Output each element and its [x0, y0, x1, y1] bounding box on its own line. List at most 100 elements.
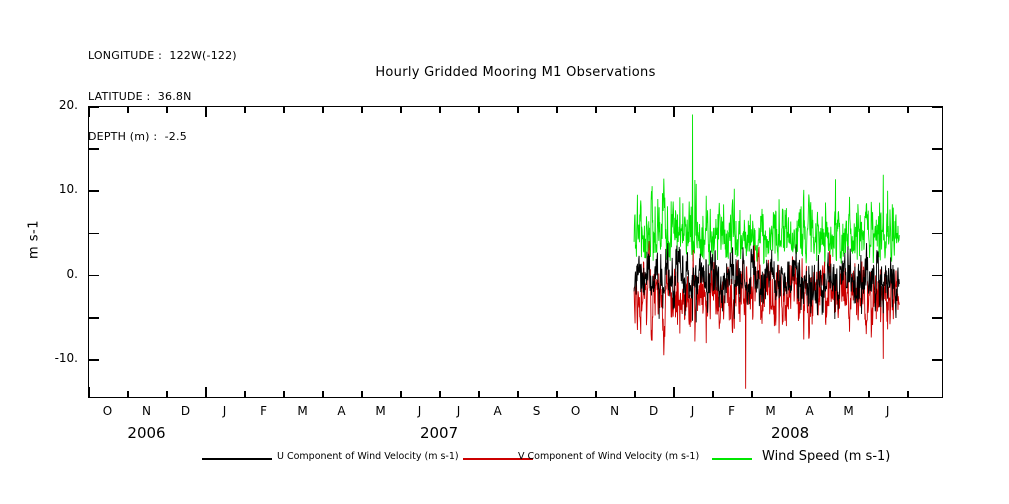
x-axis-month-label: J [456, 404, 461, 418]
x-axis-month-label: J [222, 404, 227, 418]
x-axis-tick [517, 106, 519, 113]
x-axis-tick [712, 106, 714, 113]
y-axis-label: 10. [58, 182, 78, 197]
x-axis-year-label: 2006 [127, 424, 166, 442]
x-axis-month-label: N [610, 404, 620, 418]
x-axis-month-label: O [102, 404, 113, 418]
x-axis-tick [751, 391, 753, 398]
x-axis-tick [790, 391, 792, 398]
x-axis-month-label: S [532, 404, 541, 418]
x-axis-tick [166, 106, 168, 113]
y-axis-tick [932, 274, 943, 277]
x-axis-month-label: O [570, 404, 581, 418]
y-axis-label: 20. [58, 98, 78, 112]
x-axis-month-label: J [690, 404, 695, 418]
x-axis-tick [556, 391, 558, 398]
x-axis-month-label: A [493, 404, 502, 418]
x-axis-tick [556, 106, 558, 113]
x-axis-month-label: A [805, 404, 814, 418]
y-axis-minor-tick [88, 148, 99, 150]
x-axis-month-label: F [260, 404, 267, 418]
chart-title: Hourly Gridded Mooring M1 Observations [375, 65, 656, 80]
x-axis-tick [634, 391, 636, 398]
x-axis-month-label: M [765, 404, 776, 418]
x-axis-tick [673, 387, 675, 398]
x-axis-tick [517, 391, 519, 398]
y-axis-tick [932, 190, 943, 192]
x-axis-tick [595, 391, 597, 398]
x-axis-year-label: 2007 [419, 424, 459, 442]
y-axis-minor-tick [88, 316, 99, 319]
x-axis-month-label: M [843, 404, 854, 418]
x-axis-month-label: M [297, 404, 308, 418]
legend-label-1: U Component of Wind Velocity (m s-1) [277, 451, 459, 462]
x-axis-tick [127, 391, 129, 398]
x-axis-tick [868, 106, 870, 113]
x-axis-tick [595, 106, 597, 113]
y-axis-tick [88, 274, 99, 277]
x-axis-tick [868, 391, 870, 398]
y-axis-minor-tick [932, 232, 943, 235]
x-axis-tick [829, 391, 831, 398]
x-axis-tick [829, 106, 831, 113]
x-axis-month-label: D [180, 404, 191, 418]
series-wind-speed [633, 114, 900, 267]
y-axis-tick [88, 106, 99, 108]
x-axis-tick [907, 391, 909, 398]
x-axis-tick [244, 391, 246, 398]
x-axis-month-label: J [885, 404, 890, 418]
x-axis-month-label: F [728, 404, 736, 418]
y-axis-tick [932, 359, 943, 361]
x-axis-tick [400, 106, 402, 113]
y-axis-tick [88, 359, 99, 361]
y-axis-label: -10. [54, 351, 78, 366]
x-axis-tick [907, 106, 909, 113]
station-metadata: LONGITUDE : 122W(-122) LATITUDE : 36.8N … [88, 22, 237, 171]
y-axis-tick [88, 190, 99, 192]
x-axis-tick [478, 106, 480, 113]
x-axis-tick [673, 106, 675, 117]
series-plot-area [633, 114, 900, 389]
legend-label-2: V Component of Wind Velocity (m s-1) [518, 451, 700, 462]
x-axis-month-label: N [142, 404, 151, 418]
x-axis-month-label: D [648, 404, 659, 418]
x-axis-tick [88, 387, 90, 398]
x-axis-tick [634, 106, 636, 113]
x-axis-month-label: J [417, 404, 422, 418]
x-axis-tick [751, 106, 753, 113]
x-axis-month-label: M [375, 404, 386, 418]
series-u-component [633, 243, 900, 323]
x-axis-tick [127, 106, 129, 113]
x-axis-tick [712, 391, 714, 398]
x-axis-tick [244, 106, 246, 113]
legend-line-2 [463, 458, 533, 460]
chart-legend: U Component of Wind Velocity (m s-1) V Co… [0, 448, 1009, 472]
legend-label-3: Wind Speed (m s-1) [762, 449, 891, 464]
x-axis-tick [205, 106, 207, 117]
x-axis-tick [400, 391, 402, 398]
legend-line-3 [712, 458, 752, 460]
x-axis-tick [205, 387, 207, 398]
x-axis-tick [322, 106, 324, 113]
y-axis-label: 0. [66, 266, 78, 281]
x-axis-tick [478, 391, 480, 398]
metadata-latitude: LATITUDE : 36.8N [88, 89, 192, 103]
metadata-longitude: LONGITUDE : 122W(-122) [88, 49, 237, 62]
y-axis-tick [932, 106, 943, 108]
x-axis-tick [322, 391, 324, 398]
x-axis-month-label: A [337, 404, 346, 418]
x-axis-tick [88, 106, 90, 117]
y-axis-minor-tick [932, 148, 943, 150]
x-axis-tick [361, 106, 363, 113]
x-axis-tick [361, 391, 363, 398]
metadata-depth: DEPTH (m) : -2.5 [88, 130, 187, 143]
legend-line-1 [202, 458, 272, 460]
x-axis-tick [790, 106, 792, 113]
y-axis-minor-tick [88, 232, 99, 235]
y-axis-minor-tick [932, 316, 943, 319]
plot-frame [88, 106, 943, 398]
x-axis-tick [439, 391, 441, 398]
x-axis-year-label: 2008 [771, 424, 810, 442]
x-axis-tick [166, 391, 168, 398]
